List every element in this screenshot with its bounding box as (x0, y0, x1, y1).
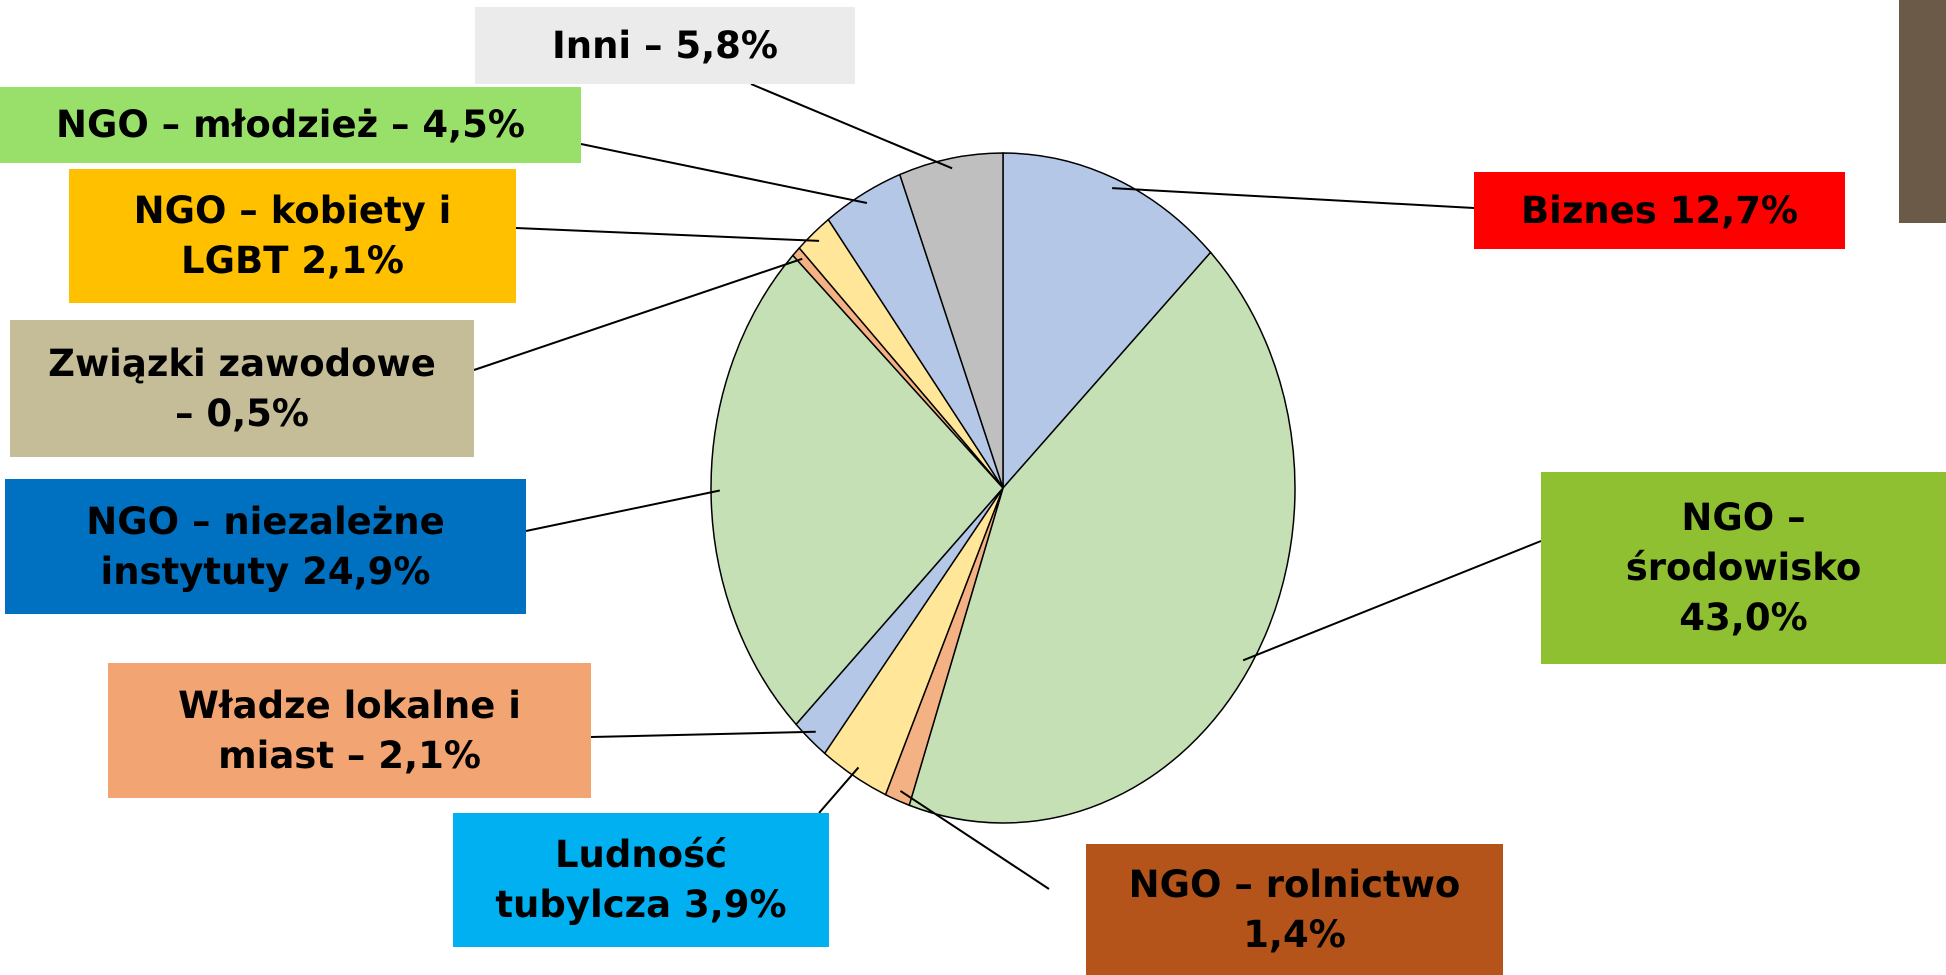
slice-label: Związki zawodowe – 0,5% (10, 320, 474, 457)
slice-label: NGO – młodzież – 4,5% (0, 87, 581, 163)
leader-line (1112, 188, 1474, 208)
slice-label: NGO – niezależne instytuty 24,9% (5, 479, 526, 614)
slice-label: NGO – kobiety i LGBT 2,1% (69, 169, 516, 303)
slice-label: Biznes 12,7% (1474, 172, 1845, 249)
leader-line (526, 491, 720, 531)
slice-label: Władze lokalne i miast – 2,1% (108, 663, 591, 798)
leader-line (751, 84, 952, 168)
slice-label: Inni – 5,8% (475, 7, 855, 84)
leader-line (516, 228, 819, 241)
slice-label: NGO – środowisko 43,0% (1541, 472, 1946, 664)
slice-label: NGO – rolnictwo 1,4% (1086, 844, 1503, 975)
leader-line (591, 732, 816, 737)
leader-line (581, 144, 867, 203)
photo (1899, 0, 1946, 223)
slice-label: Ludność tubylcza 3,9% (453, 813, 829, 947)
leader-line (819, 767, 858, 813)
chart: Biznes 12,7% NGO – środowisko 43,0% NGO – … (0, 0, 1946, 975)
